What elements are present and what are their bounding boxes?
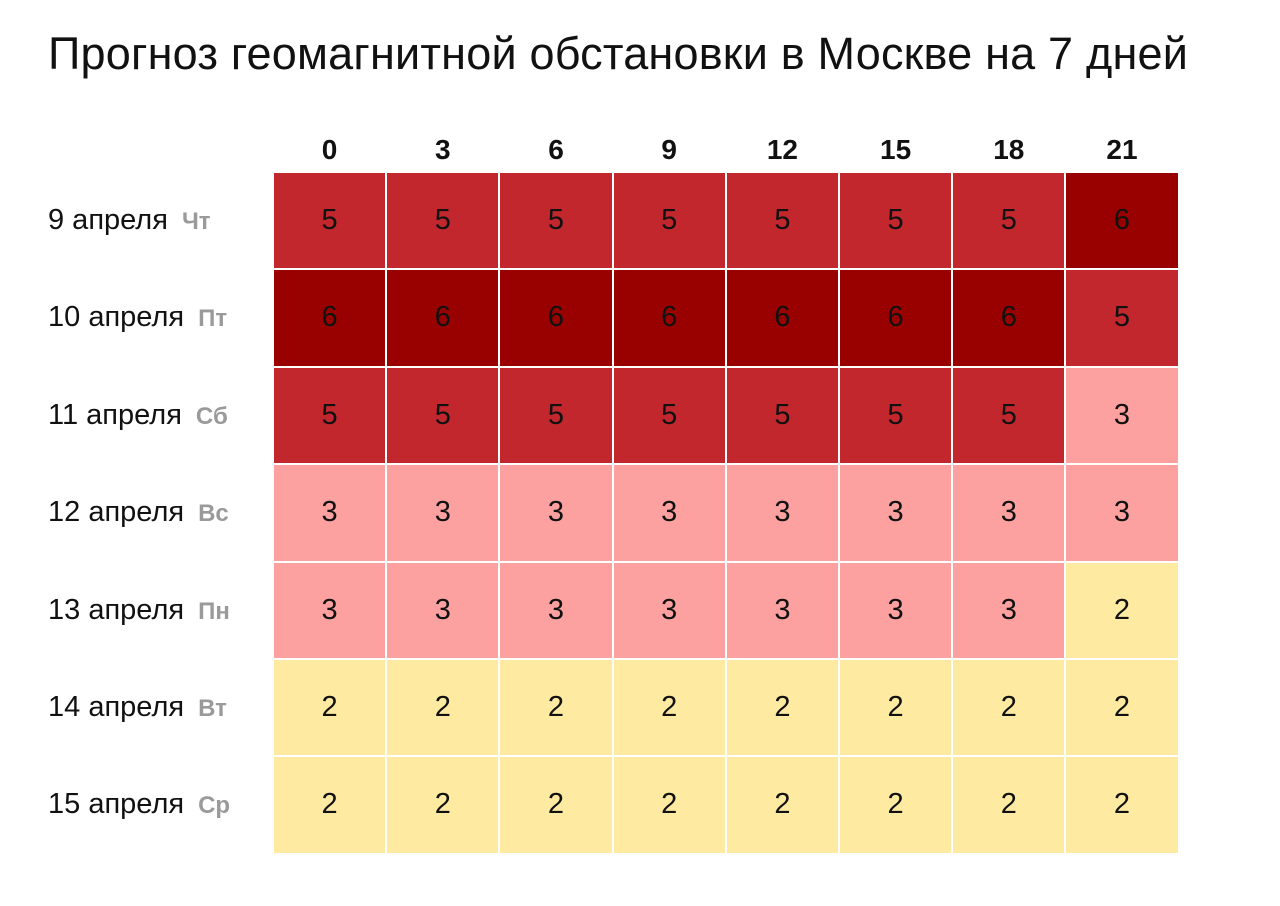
heatmap-cell: 3 [1066, 465, 1178, 561]
column-header: 18 [993, 134, 1025, 165]
row-date: 9 апреля [48, 204, 168, 236]
row-label: 11 апреля Сб [48, 368, 228, 463]
heatmap-cell: 6 [1066, 173, 1178, 269]
column-header: 0 [321, 134, 338, 165]
heatmap-cell: 2 [1066, 660, 1178, 756]
heatmap-cell: 5 [726, 367, 838, 464]
heatmap-cell: 6 [953, 270, 1065, 366]
row-label: 12 апреля Вс [48, 465, 229, 560]
heatmap-cell: 5 [953, 367, 1065, 464]
heatmap-cell: 2 [953, 757, 1065, 853]
heatmap-cell: 2 [953, 660, 1065, 756]
heatmap-cell: 2 [1066, 562, 1178, 658]
heatmap-cell: 5 [840, 173, 952, 269]
heatmap-cell: 3 [613, 562, 725, 658]
heatmap-cell: 5 [387, 367, 499, 464]
heatmap-cell: 3 [840, 562, 952, 658]
column-header: 21 [1106, 134, 1138, 165]
heatmap-cell: 5 [840, 367, 952, 464]
heatmap-cell: 3 [726, 562, 838, 658]
row-weekday: Ср [198, 792, 231, 820]
heatmap-cell: 3 [1066, 367, 1178, 464]
row-weekday: Сб [195, 402, 228, 430]
row-weekday: Пт [198, 305, 228, 333]
heatmap-cell: 5 [387, 173, 499, 269]
heatmap-cell: 3 [953, 562, 1065, 658]
heatmap-cell: 5 [613, 173, 725, 269]
heatmap-cell: 5 [613, 367, 725, 464]
row-weekday: Вс [198, 500, 229, 528]
row-weekday: Вт [198, 695, 227, 722]
heatmap-cell: 3 [953, 465, 1065, 561]
heatmap-cell: 2 [1066, 757, 1178, 853]
heatmap-cell: 3 [500, 562, 612, 658]
column-header: 6 [548, 134, 564, 165]
column-header: 9 [661, 134, 677, 165]
row-label: 10 апреля Пт [48, 270, 227, 365]
column-header: 12 [766, 134, 798, 165]
row-label: 14 апреля Вт [48, 660, 227, 755]
row-label: 15 апреля Ср [48, 757, 230, 852]
heatmap-cell: 3 [613, 465, 725, 561]
row-label: 9 апреля Чт [48, 173, 211, 268]
heatmap-cell: 3 [274, 465, 386, 561]
heatmap-cell: 3 [840, 465, 952, 561]
heatmap-cell: 3 [387, 562, 499, 658]
heatmap-cell: 5 [726, 173, 838, 269]
heatmap-cell: 2 [500, 757, 612, 853]
heatmap-cell: 5 [1066, 270, 1178, 366]
row-date: 14 апреля [48, 691, 185, 723]
heatmap-cell: 3 [500, 465, 612, 561]
heatmap-cell: 2 [387, 757, 499, 853]
heatmap-cell: 2 [387, 660, 499, 756]
heatmap-cell: 6 [500, 270, 612, 366]
heatmap-cell: 5 [953, 173, 1065, 269]
heatmap-cell: 2 [500, 660, 612, 756]
heatmap-cell: 2 [840, 660, 952, 756]
heatmap-cell: 2 [613, 757, 725, 853]
heatmap-cell: 2 [726, 757, 838, 853]
row-weekday: Чт [181, 208, 211, 235]
row-date: 10 апреля [48, 301, 185, 334]
column-header: 15 [880, 134, 912, 165]
heatmap-cell: 5 [274, 173, 386, 269]
heatmap-cell: 5 [500, 367, 612, 464]
heatmap-cell: 2 [274, 757, 386, 853]
page-title: Прогноз геомагнитной обстановки в Москве… [48, 28, 1189, 79]
heatmap-cell: 6 [274, 270, 386, 366]
column-header: 3 [434, 134, 451, 165]
heatmap-cell: 6 [840, 270, 952, 366]
row-label: 13 апреля Пн [48, 563, 230, 658]
heatmap-cell: 3 [726, 465, 838, 561]
heatmap-cell: 3 [387, 465, 499, 561]
heatmap-cell: 2 [840, 757, 952, 853]
heatmap-cell: 2 [274, 660, 386, 756]
heatmap-cell: 6 [613, 270, 725, 366]
row-weekday: Пн [198, 597, 230, 625]
heatmap-cell: 6 [726, 270, 838, 366]
row-date: 12 апреля [48, 496, 185, 529]
heatmap-cell: 3 [274, 562, 386, 658]
heatmap-cell: 2 [726, 660, 838, 756]
row-date: 13 апреля [48, 593, 185, 626]
row-date: 11 апреля [48, 398, 182, 431]
heatmap-cell: 6 [387, 270, 499, 366]
heatmap-cell: 2 [613, 660, 725, 756]
row-date: 15 апреля [48, 788, 185, 821]
heatmap-cell: 5 [500, 173, 612, 269]
heatmap-cell: 5 [274, 367, 386, 464]
